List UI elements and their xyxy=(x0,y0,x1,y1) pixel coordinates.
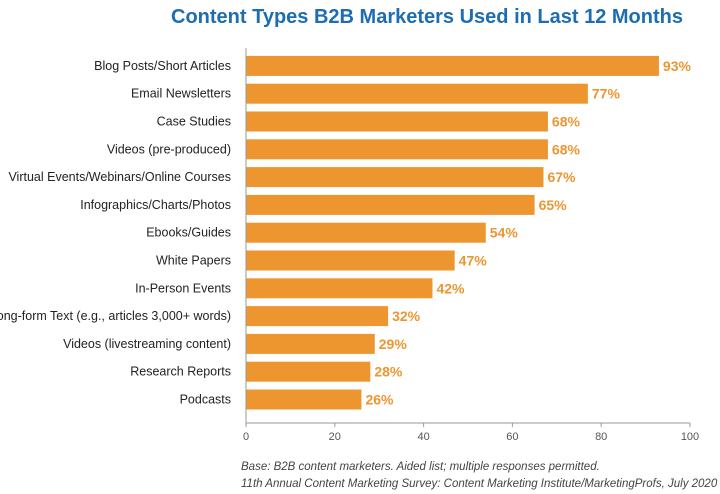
category-label: Virtual Events/Webinars/Online Courses xyxy=(8,170,231,184)
bar xyxy=(246,306,389,327)
value-label: 29% xyxy=(379,336,408,352)
value-label: 68% xyxy=(552,141,581,157)
value-label: 65% xyxy=(539,197,568,213)
category-label: White Papers xyxy=(156,254,231,268)
bar xyxy=(246,55,659,76)
bar xyxy=(246,250,455,271)
bar xyxy=(246,278,433,299)
value-label: 93% xyxy=(663,58,692,74)
bar xyxy=(246,222,486,243)
category-label: Videos (pre-produced) xyxy=(107,142,231,156)
bar xyxy=(246,361,371,382)
x-axis: 0 20 40 60 80 100 xyxy=(243,48,699,443)
x-tick-label: 100 xyxy=(681,431,699,443)
bars-group: Blog Posts/Short Articles 93% Email Newsle… xyxy=(0,55,692,410)
x-tick-label: 0 xyxy=(243,431,249,443)
value-label: 67% xyxy=(547,169,576,185)
value-label: 47% xyxy=(459,253,488,269)
bar xyxy=(246,167,544,188)
x-tick-label: 80 xyxy=(595,431,607,443)
bar xyxy=(246,111,548,132)
x-tick-label: 40 xyxy=(417,431,429,443)
category-label: Research Reports xyxy=(130,365,231,379)
category-label: Infographics/Charts/Photos xyxy=(80,198,231,212)
category-label: Long-form Text (e.g., articles 3,000+ wo… xyxy=(0,309,231,323)
bar xyxy=(246,139,548,160)
bar xyxy=(246,194,535,215)
chart-title: Content Types B2B Marketers Used in Last… xyxy=(171,6,683,28)
value-label: 32% xyxy=(392,308,421,324)
bar xyxy=(246,389,362,410)
value-label: 68% xyxy=(552,114,581,130)
category-label: Videos (livestreaming content) xyxy=(63,337,231,351)
source-note: 11th Annual Content Marketing Survey: Co… xyxy=(241,478,718,490)
bar xyxy=(246,83,588,104)
x-tick-label: 60 xyxy=(506,431,518,443)
category-label: Email Newsletters xyxy=(131,87,231,101)
bar xyxy=(246,333,375,354)
category-label: Podcasts xyxy=(180,393,231,407)
category-label: Ebooks/Guides xyxy=(146,226,231,240)
value-label: 42% xyxy=(436,280,465,296)
category-label: Blog Posts/Short Articles xyxy=(94,59,231,73)
value-label: 28% xyxy=(374,364,403,380)
category-label: In-Person Events xyxy=(135,281,231,295)
category-label: Case Studies xyxy=(157,115,231,129)
value-label: 54% xyxy=(490,225,519,241)
value-label: 77% xyxy=(592,86,621,102)
x-tick-label: 20 xyxy=(329,431,341,443)
value-label: 26% xyxy=(365,392,394,408)
base-note: Base: B2B content marketers. Aided list;… xyxy=(241,461,600,473)
